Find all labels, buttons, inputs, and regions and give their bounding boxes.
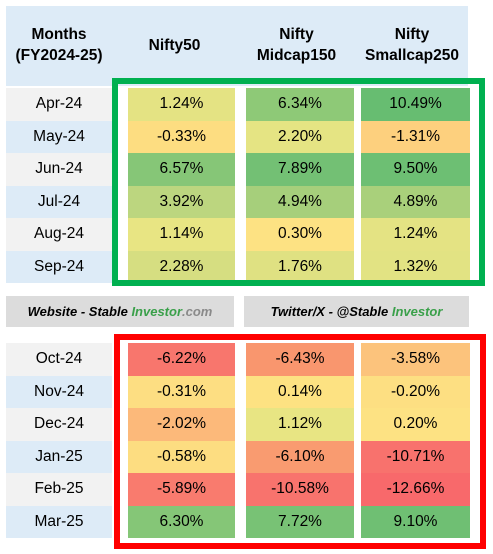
return-cell: 6.30% <box>128 505 235 538</box>
month-cell: Dec-24 <box>6 408 112 441</box>
return-cell: 1.24% <box>361 218 470 251</box>
header-months-label: Months <box>31 26 87 44</box>
month-cell: Aug-24 <box>6 218 112 251</box>
table-row: Apr-24 1.24% 6.34% 10.49% <box>6 88 486 121</box>
table-row: Dec-24 -2.02% 1.12% 0.20% <box>6 408 486 441</box>
h1-table: Apr-24 1.24% 6.34% 10.49% May-24 -0.33% 2.20% -… <box>6 88 486 283</box>
return-cell: -2.02% <box>128 408 235 441</box>
return-cell: -6.22% <box>128 343 235 376</box>
return-cell: 1.76% <box>246 250 354 283</box>
website-suffix: .com <box>182 304 213 319</box>
return-cell: 6.57% <box>128 153 235 186</box>
header-midcap150: Nifty Midcap150 <box>237 6 356 86</box>
table-row: May-24 -0.33% 2.20% -1.31% <box>6 120 486 153</box>
table-row: Feb-25 -5.89% -10.58% -12.66% <box>6 473 486 506</box>
header-smallcap250: Nifty Smallcap250 <box>356 6 468 86</box>
return-cell: -0.31% <box>128 375 235 408</box>
return-cell: 1.14% <box>128 218 235 251</box>
month-cell: Feb-25 <box>6 473 112 506</box>
header-nifty50: Nifty50 <box>112 6 237 86</box>
return-cell: 6.34% <box>246 88 354 121</box>
return-cell: 0.20% <box>361 408 470 441</box>
table-row: Sep-24 2.28% 1.76% 1.32% <box>6 250 486 283</box>
header-midcap-line2: Midcap150 <box>256 47 337 64</box>
return-cell: -3.58% <box>361 343 470 376</box>
website-brand: Investor <box>131 304 183 319</box>
return-cell: -5.89% <box>128 473 235 506</box>
return-cell: 0.14% <box>246 375 354 408</box>
return-cell: -10.71% <box>361 440 470 473</box>
month-cell: Jul-24 <box>6 185 112 218</box>
return-cell: -0.58% <box>128 440 235 473</box>
return-cell: -6.43% <box>246 343 354 376</box>
header-smallcap-line2: Smallcap250 <box>365 47 459 64</box>
return-cell: 1.24% <box>128 88 235 121</box>
twitter-prefix: Twitter/X - @Stable <box>270 304 389 319</box>
month-cell: Nov-24 <box>6 375 112 408</box>
return-cell: -12.66% <box>361 473 470 506</box>
month-cell: Jan-25 <box>6 440 112 473</box>
table-row: Jul-24 3.92% 4.94% 4.89% <box>6 185 486 218</box>
return-cell: -10.58% <box>246 473 354 506</box>
return-cell: 1.12% <box>246 408 354 441</box>
return-cell: -1.31% <box>361 120 470 153</box>
header-months: Months (FY2024-25) <box>6 6 112 86</box>
month-cell: Apr-24 <box>6 88 112 121</box>
h2-table: Oct-24 -6.22% -6.43% -3.58% Nov-24 -0.31% 0.14… <box>6 343 486 538</box>
table-row: Oct-24 -6.22% -6.43% -3.58% <box>6 343 486 376</box>
header-smallcap-line1: Nifty <box>394 26 430 44</box>
return-cell: 7.89% <box>246 153 354 186</box>
table-row: Jan-25 -0.58% -6.10% -10.71% <box>6 440 486 473</box>
return-cell: 9.10% <box>361 505 470 538</box>
return-cell: 10.49% <box>361 88 470 121</box>
twitter-banner: Twitter/X - @Stable Investor <box>244 296 469 327</box>
return-cell: 7.72% <box>246 505 354 538</box>
table-row: Aug-24 1.14% 0.30% 1.24% <box>6 218 486 251</box>
return-cell: 9.50% <box>361 153 470 186</box>
website-banner: Website - Stable Investor .com <box>6 296 234 327</box>
table-row: Jun-24 6.57% 7.89% 9.50% <box>6 153 486 186</box>
header-nifty50-label: Nifty50 <box>148 36 201 54</box>
month-cell: Jun-24 <box>6 153 112 186</box>
month-cell: Sep-24 <box>6 250 112 283</box>
month-cell: Oct-24 <box>6 343 112 376</box>
twitter-brand: Investor <box>391 304 443 319</box>
return-cell: 2.28% <box>128 250 235 283</box>
return-cell: 4.89% <box>361 185 470 218</box>
return-cell: -0.20% <box>361 375 470 408</box>
return-cell: -6.10% <box>246 440 354 473</box>
return-cell: 3.92% <box>128 185 235 218</box>
return-cell: -0.33% <box>128 120 235 153</box>
header-fy-label: (FY2024-25) <box>15 47 103 64</box>
month-cell: May-24 <box>6 120 112 153</box>
table-row: Nov-24 -0.31% 0.14% -0.20% <box>6 375 486 408</box>
return-cell: 1.32% <box>361 250 470 283</box>
month-cell: Mar-25 <box>6 505 112 538</box>
return-cell: 2.20% <box>246 120 354 153</box>
header-midcap-line1: Nifty <box>279 26 314 44</box>
return-cell: 0.30% <box>246 218 354 251</box>
return-cell: 4.94% <box>246 185 354 218</box>
table-row: Mar-25 6.30% 7.72% 9.10% <box>6 505 486 538</box>
website-prefix: Website - Stable <box>27 304 128 319</box>
